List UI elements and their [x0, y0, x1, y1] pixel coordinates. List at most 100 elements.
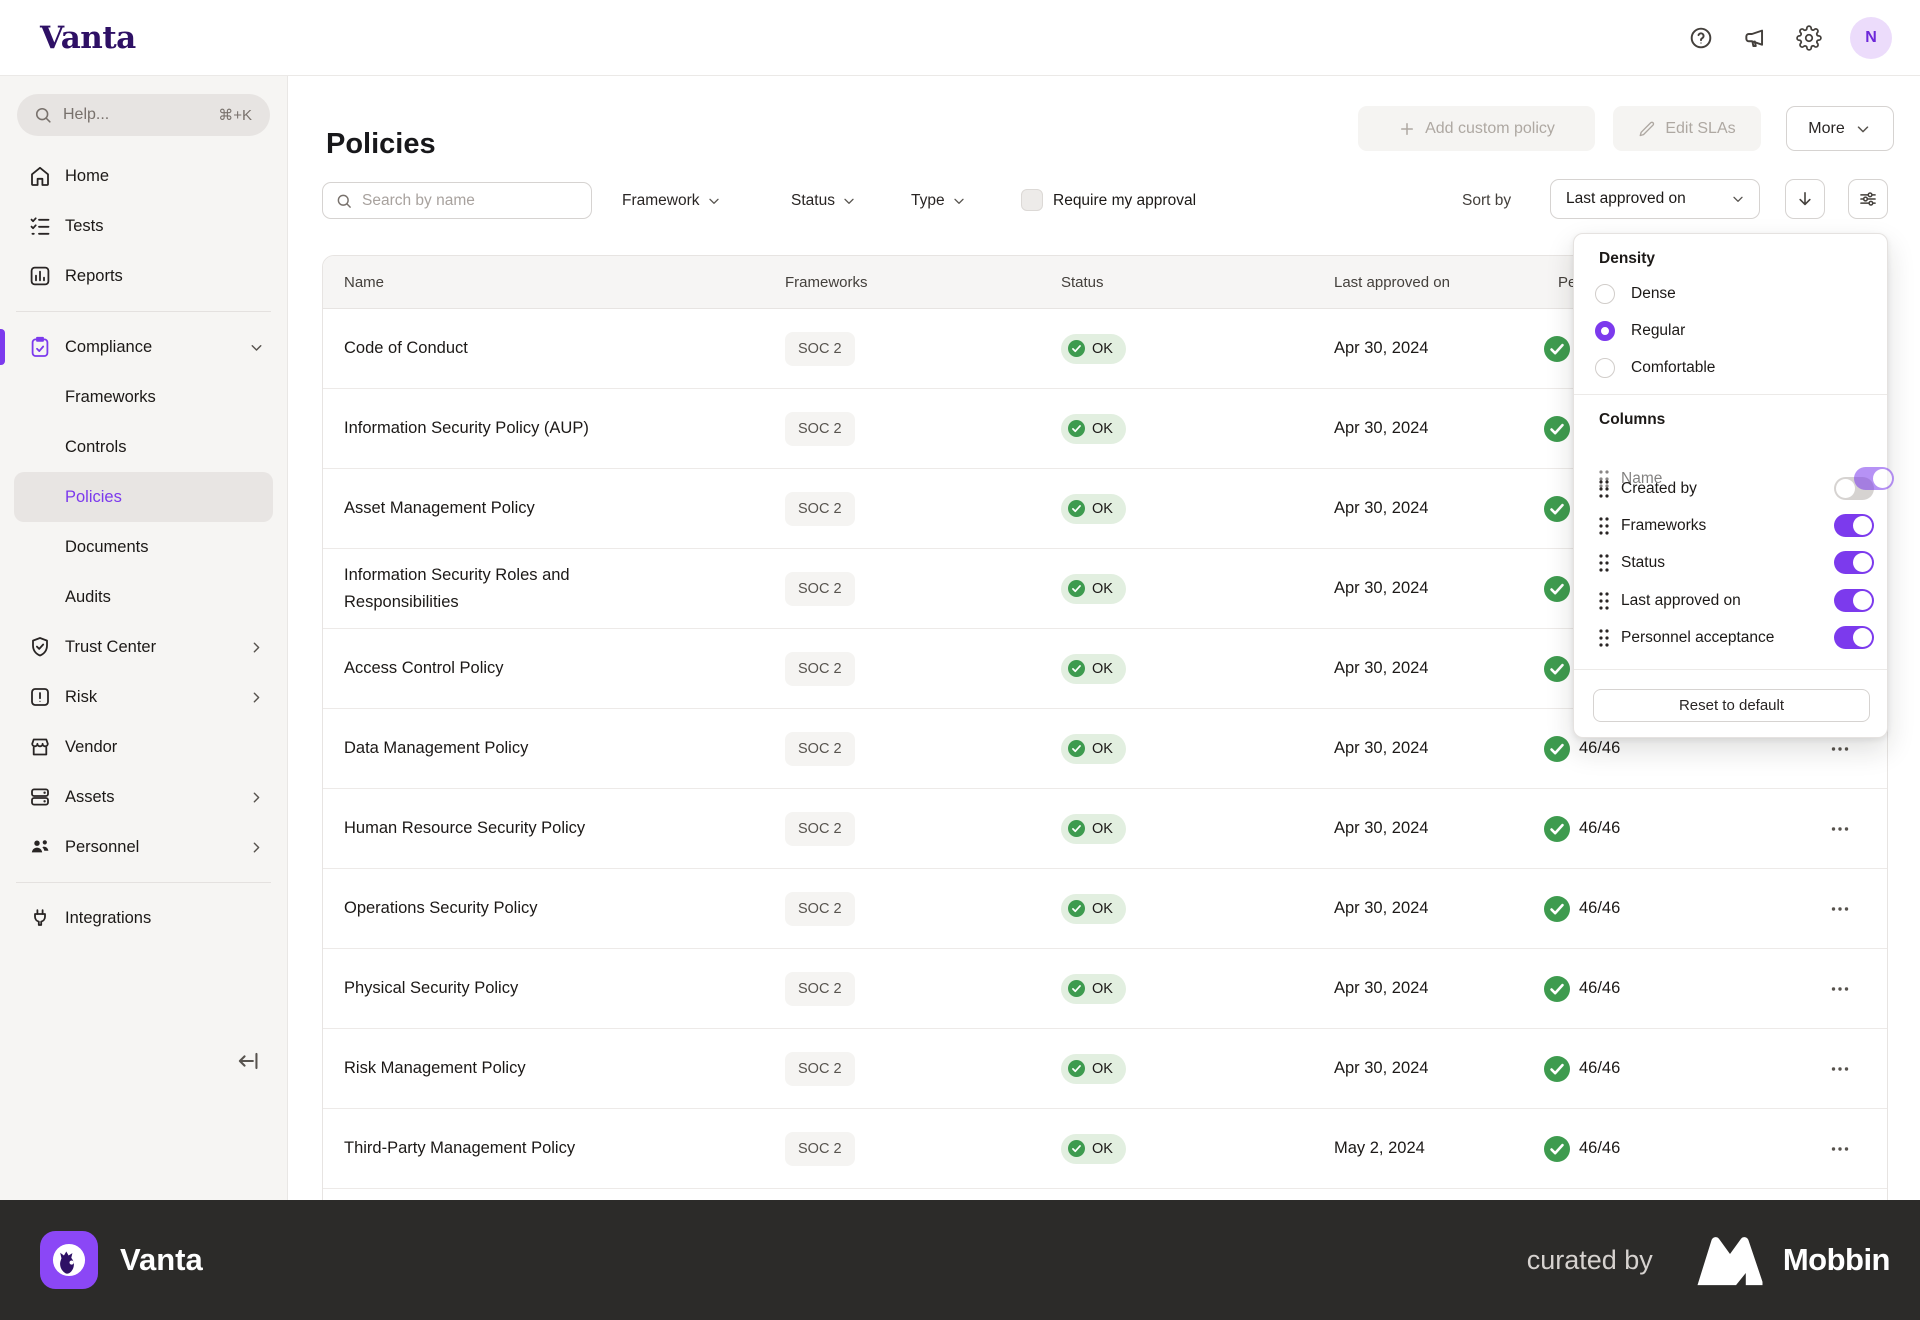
- reset-to-default-button[interactable]: Reset to default: [1593, 689, 1870, 722]
- sidebar-item-integrations[interactable]: Integrations: [0, 893, 287, 943]
- user-avatar[interactable]: N: [1850, 17, 1892, 59]
- row-menu-button[interactable]: [1823, 1052, 1857, 1086]
- announcements-icon[interactable]: [1742, 25, 1768, 51]
- toggle-on[interactable]: [1834, 551, 1874, 574]
- column-header-status[interactable]: Status: [1061, 274, 1334, 291]
- ellipsis-icon: [1829, 1138, 1851, 1160]
- chevron-down-icon: [1730, 191, 1746, 207]
- table-row[interactable]: Operations Security Policy SOC 2 OK Apr …: [323, 869, 1887, 949]
- type-filter-label: Type: [911, 192, 945, 210]
- policy-name: Human Resource Security Policy: [323, 815, 785, 841]
- radio-unselected[interactable]: [1595, 358, 1615, 378]
- framework-filter[interactable]: Framework: [622, 182, 722, 219]
- row-menu-button[interactable]: [1823, 812, 1857, 846]
- sidebar-help-search[interactable]: Help... ⌘+K: [17, 94, 270, 136]
- column-toggle-personnel-acceptance[interactable]: Personnel acceptance: [1574, 619, 1887, 656]
- drag-handle-icon[interactable]: [1594, 468, 1614, 490]
- table-row[interactable]: Risk Management Policy SOC 2 OK Apr 30, …: [323, 1029, 1887, 1109]
- sidebar-item-assets[interactable]: Assets: [0, 772, 287, 822]
- chevron-down-icon: [841, 193, 857, 209]
- column-header-last-approved[interactable]: Last approved on: [1334, 274, 1544, 291]
- column-label: Last approved on: [1621, 592, 1741, 610]
- drag-handle-icon[interactable]: [1594, 515, 1614, 537]
- table-row[interactable]: Physical Security Policy SOC 2 OK Apr 30…: [323, 949, 1887, 1029]
- column-header-frameworks[interactable]: Frameworks: [785, 274, 1061, 291]
- sort-select[interactable]: Last approved on: [1550, 179, 1760, 219]
- mobbin-wordmark: Mobbin: [1783, 1242, 1890, 1278]
- status-cell: OK: [1061, 974, 1334, 1004]
- framework-cell: SOC 2: [785, 572, 1061, 606]
- assets-server-icon: [28, 785, 52, 809]
- edit-slas-button[interactable]: Edit SLAs: [1613, 106, 1761, 151]
- toggle-on[interactable]: [1834, 589, 1874, 612]
- sidebar-item-home[interactable]: Home: [0, 151, 287, 201]
- check-circle-icon: [1544, 1056, 1570, 1082]
- policy-name: Third-Party Management Policy: [323, 1135, 785, 1161]
- check-circle-icon: [1068, 900, 1085, 917]
- toggle-on[interactable]: [1834, 626, 1874, 649]
- view-options-button[interactable]: [1848, 179, 1888, 219]
- toggle-on[interactable]: [1834, 514, 1874, 537]
- sidebar-item-label: Vendor: [65, 738, 117, 757]
- type-filter[interactable]: Type: [911, 182, 967, 219]
- check-circle-icon: [1544, 656, 1570, 682]
- radio-unselected[interactable]: [1595, 284, 1615, 304]
- density-section-title: Density: [1599, 250, 1655, 268]
- radio-selected[interactable]: [1595, 321, 1615, 341]
- status-filter[interactable]: Status: [791, 182, 857, 219]
- sort-direction-button[interactable]: [1785, 179, 1825, 219]
- drag-handle-icon[interactable]: [1594, 552, 1614, 574]
- table-row[interactable]: Human Resource Security Policy SOC 2 OK …: [323, 789, 1887, 869]
- search-input[interactable]: [362, 192, 579, 210]
- chevron-right-icon: [248, 789, 265, 806]
- drag-handle-icon[interactable]: [1594, 590, 1614, 612]
- more-button[interactable]: More: [1786, 106, 1894, 151]
- sidebar-item-audits[interactable]: Audits: [0, 572, 287, 622]
- personnel-cell: 46/46: [1544, 1056, 1823, 1082]
- check-circle-icon: [1068, 980, 1085, 997]
- status-cell: OK: [1061, 894, 1334, 924]
- column-toggle-frameworks[interactable]: Frameworks: [1574, 507, 1887, 544]
- framework-cell: SOC 2: [785, 732, 1061, 766]
- sidebar-item-personnel[interactable]: Personnel: [0, 822, 287, 872]
- table-row[interactable]: Third-Party Management Policy SOC 2 OK M…: [323, 1109, 1887, 1189]
- sidebar-item-policies[interactable]: Policies: [14, 472, 273, 522]
- footer-attribution: curated by Mobbin: [1527, 1234, 1890, 1286]
- density-option-comfortable[interactable]: Comfortable: [1595, 349, 1874, 386]
- sidebar-item-controls[interactable]: Controls: [0, 422, 287, 472]
- framework-badge: SOC 2: [785, 652, 855, 686]
- sidebar-item-tests[interactable]: Tests: [0, 201, 287, 251]
- require-approval-checkbox[interactable]: [1021, 189, 1043, 211]
- row-menu-button[interactable]: [1823, 972, 1857, 1006]
- column-toggle-last-approved-on[interactable]: Last approved on: [1574, 582, 1887, 619]
- density-option-dense[interactable]: Dense: [1595, 275, 1874, 312]
- sidebar-item-risk[interactable]: Risk: [0, 672, 287, 722]
- density-option-regular[interactable]: Regular: [1595, 312, 1874, 349]
- add-custom-policy-button[interactable]: Add custom policy: [1358, 106, 1595, 151]
- policy-name: Risk Management Policy: [323, 1055, 785, 1081]
- column-toggle-name-dragging[interactable]: Name: [1574, 460, 1887, 497]
- sidebar-collapse-button[interactable]: [235, 1048, 263, 1076]
- check-circle-icon: [1068, 820, 1085, 837]
- status-cell: OK: [1061, 414, 1334, 444]
- risk-alert-icon: [28, 685, 52, 709]
- drag-handle-icon[interactable]: [1594, 627, 1614, 649]
- sidebar-item-reports[interactable]: Reports: [0, 251, 287, 301]
- status-cell: OK: [1061, 1134, 1334, 1164]
- sidebar-item-label: Controls: [65, 438, 126, 457]
- row-menu-button[interactable]: [1823, 892, 1857, 926]
- sidebar-item-label: Policies: [65, 488, 122, 507]
- column-toggle-status[interactable]: Status: [1574, 544, 1887, 581]
- sidebar-item-documents[interactable]: Documents: [0, 522, 287, 572]
- toggle-on[interactable]: [1854, 467, 1894, 490]
- help-icon[interactable]: [1688, 25, 1714, 51]
- framework-badge: SOC 2: [785, 732, 855, 766]
- column-header-name[interactable]: Name: [323, 274, 785, 291]
- row-menu-button[interactable]: [1823, 1132, 1857, 1166]
- sidebar-item-frameworks[interactable]: Frameworks: [0, 372, 287, 422]
- sidebar-item-compliance[interactable]: Compliance: [0, 322, 287, 372]
- sidebar-item-trust-center[interactable]: Trust Center: [0, 622, 287, 672]
- settings-gear-icon[interactable]: [1796, 25, 1822, 51]
- sidebar-item-vendor[interactable]: Vendor: [0, 722, 287, 772]
- last-approved-cell: Apr 30, 2024: [1334, 419, 1544, 438]
